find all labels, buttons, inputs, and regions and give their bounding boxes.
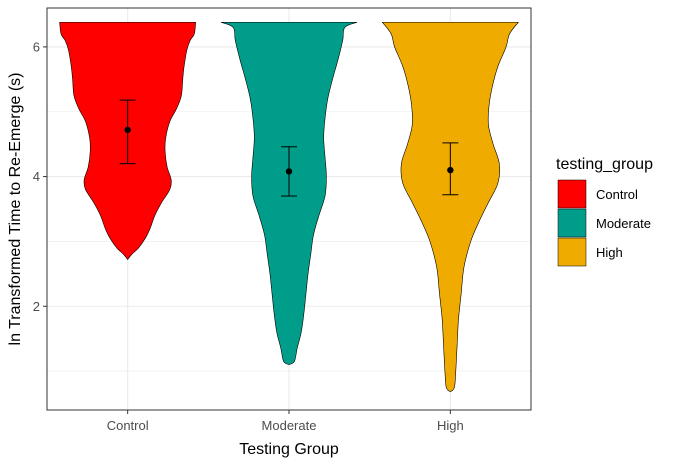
legend-label: Moderate xyxy=(596,216,651,231)
y-tick-label: 2 xyxy=(33,299,40,314)
violins xyxy=(59,21,519,393)
mean-point-control xyxy=(124,126,131,134)
legend-label: Control xyxy=(596,187,638,202)
legend: testing_group Control Moderate High xyxy=(556,156,653,267)
y-axis: 2 4 6 xyxy=(33,39,47,314)
error-bars xyxy=(119,99,459,197)
x-tick-label: Moderate xyxy=(262,418,317,433)
legend-key-high xyxy=(557,237,587,267)
legend-label: High xyxy=(596,245,623,260)
violin-high xyxy=(381,21,519,393)
legend-title: testing_group xyxy=(556,156,653,173)
y-tick-label: 6 xyxy=(33,39,40,54)
y-tick-label: 4 xyxy=(33,169,40,184)
x-axis-title: Testing Group xyxy=(239,441,339,458)
legend-key-moderate xyxy=(557,208,587,238)
x-tick-label: Control xyxy=(107,418,149,433)
mean-point-moderate xyxy=(285,168,293,175)
x-axis: Control Moderate High xyxy=(107,410,464,433)
mean-point-high xyxy=(447,166,454,174)
x-tick-label: High xyxy=(437,418,464,433)
legend-key-control xyxy=(557,179,587,209)
y-axis-title: ln Transformed Time to Re-Emerge (s) xyxy=(7,73,24,346)
